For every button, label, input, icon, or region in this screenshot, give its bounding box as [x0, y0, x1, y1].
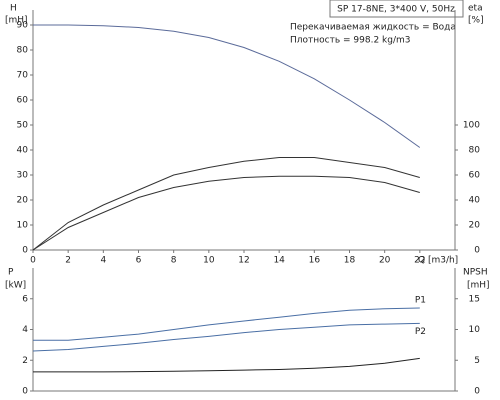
y2-tick-label: 15	[469, 294, 480, 304]
y-tick-label: 10	[17, 221, 29, 231]
x-tick-label: 0	[30, 256, 36, 266]
x-tick-label: 18	[344, 256, 356, 266]
y-tick-label: 0	[22, 387, 28, 397]
y-tick-label: 70	[17, 71, 29, 81]
x-tick-label: 10	[203, 256, 215, 266]
y2-tick-label: 40	[469, 196, 481, 206]
x-tick-label: 8	[171, 256, 177, 266]
y-axis-label: P	[8, 268, 14, 278]
curve	[33, 357, 420, 373]
curve	[32, 322, 420, 352]
y2-axis-label: eta	[468, 4, 483, 14]
series-label: P2	[415, 327, 426, 337]
y-tick-label: 50	[17, 121, 29, 131]
y2-tick-label: 5	[474, 356, 480, 366]
y-tick-label: 0	[22, 246, 28, 256]
curve	[33, 24, 421, 148]
y-axis-label: [kW]	[5, 281, 26, 291]
y2-tick-label: 0	[474, 246, 480, 256]
x-tick-label: 14	[273, 256, 285, 266]
y2-axis-label: NPSH	[463, 268, 488, 278]
y2-tick-label: 0	[474, 387, 480, 397]
y2-tick-label: 60	[469, 171, 481, 181]
y-axis-label: [mH]	[5, 16, 28, 26]
y-tick-label: 20	[17, 196, 29, 206]
y2-tick-label: 100	[463, 121, 480, 131]
y-tick-label: 40	[17, 146, 29, 156]
y-tick-label: 80	[17, 46, 29, 56]
axis-frame	[32, 268, 456, 392]
y-tick-label: 90	[17, 21, 29, 31]
curve	[32, 175, 420, 251]
y2-tick-label: 10	[469, 325, 481, 335]
y-tick-label: 6	[22, 294, 28, 304]
x-tick-label: 12	[238, 256, 249, 266]
y-axis-label: H	[10, 4, 17, 14]
title-box	[329, 0, 464, 18]
y-tick-label: 4	[22, 325, 28, 335]
x-tick-label: 20	[379, 256, 391, 266]
series-label: P1	[415, 295, 426, 305]
curve	[32, 157, 420, 251]
x-tick-label: 6	[136, 256, 142, 266]
y2-tick-label: 80	[469, 146, 481, 156]
x-tick-label: 22	[414, 256, 425, 266]
x-tick-label: 4	[100, 256, 106, 266]
axis-frame	[32, 10, 456, 251]
curve	[33, 307, 420, 341]
y-tick-label: 60	[17, 96, 29, 106]
y-tick-label: 2	[22, 356, 28, 366]
x-axis-label: Q [m3/h]	[418, 256, 458, 266]
y2-axis-label: [%]	[468, 16, 484, 26]
y-tick-label: 30	[17, 171, 29, 181]
y2-tick-label: 20	[469, 221, 481, 231]
x-tick-label: 2	[65, 256, 71, 266]
x-tick-label: 16	[309, 256, 321, 266]
chart-title: SP 17-8NE, 3*400 V, 50Hz	[337, 5, 455, 15]
y2-axis-label: [mH]	[467, 281, 490, 291]
annotation: Перекачиваемая жидкость = Вода	[290, 23, 456, 33]
annotation: Плотность = 998.2 kg/m3	[290, 36, 411, 46]
